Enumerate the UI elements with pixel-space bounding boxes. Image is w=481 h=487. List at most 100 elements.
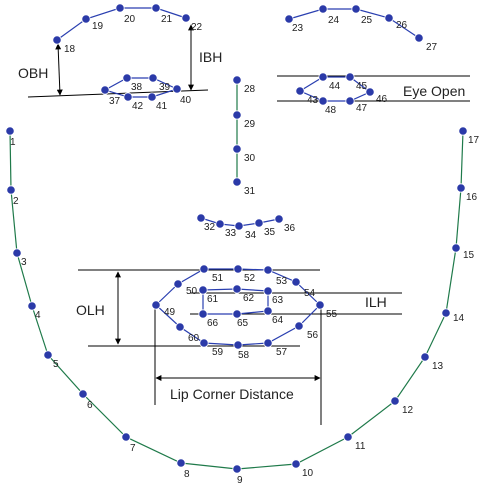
- landmark-label-55: 55: [326, 309, 338, 320]
- landmark-label-7: 7: [130, 443, 136, 454]
- landmark-label-21: 21: [161, 14, 173, 25]
- landmark-point-10: [291, 459, 301, 469]
- landmark-label-23: 23: [292, 23, 304, 34]
- landmark-label-47: 47: [356, 103, 368, 114]
- landmark-label-28: 28: [244, 84, 256, 95]
- landmark-label-32: 32: [204, 222, 216, 233]
- landmark-label-51: 51: [212, 273, 224, 284]
- landmark-point-17: [458, 126, 468, 136]
- landmark-label-38: 38: [131, 82, 143, 93]
- landmark-label-12: 12: [402, 405, 414, 416]
- landmark-label-52: 52: [244, 273, 256, 284]
- landmark-point-64: [263, 306, 273, 316]
- landmark-label-17: 17: [468, 135, 480, 146]
- landmark-point-21: [151, 3, 161, 13]
- measurement-lines: [27, 24, 470, 425]
- landmark-point-46: [365, 87, 375, 97]
- landmark-label-44: 44: [329, 81, 341, 92]
- landmark-point-56: [294, 321, 304, 331]
- landmark-point-57: [263, 338, 273, 348]
- landmark-label-22: 22: [191, 22, 203, 33]
- landmark-label-43: 43: [307, 95, 319, 106]
- landmark-point-22: [181, 13, 191, 23]
- landmark-point-11: [343, 432, 353, 442]
- landmark-point-1: [5, 126, 15, 136]
- landmark-label-19: 19: [92, 21, 104, 32]
- landmark-label-27: 27: [426, 42, 438, 53]
- landmark-point-30: [232, 144, 242, 154]
- landmark-point-25: [351, 4, 361, 14]
- landmark-point-20: [115, 3, 125, 13]
- landmark-label-41: 41: [156, 101, 168, 112]
- landmark-label-56: 56: [307, 330, 319, 341]
- landmark-point-54: [291, 277, 301, 287]
- ilh-label: ILH: [365, 294, 387, 310]
- landmark-label-9: 9: [237, 475, 243, 486]
- landmark-label-62: 62: [243, 293, 255, 304]
- landmark-label-11: 11: [355, 441, 366, 452]
- landmark-label-54: 54: [304, 288, 316, 299]
- landmark-point-32: [196, 213, 206, 223]
- landmark-point-66: [198, 309, 208, 319]
- landmark-point-8: [176, 458, 186, 468]
- measurement-labels: OBH IBH Eye Open OLH ILH Lip Corner Dist…: [18, 49, 465, 402]
- landmark-label-6: 6: [87, 400, 93, 411]
- landmark-label-29: 29: [244, 119, 256, 130]
- landmark-point-37: [100, 85, 110, 95]
- landmark-label-26: 26: [396, 20, 408, 31]
- landmark-point-40: [172, 84, 182, 94]
- landmark-label-30: 30: [244, 153, 256, 164]
- landmark-label-18: 18: [64, 44, 76, 55]
- landmark-label-5: 5: [53, 359, 59, 370]
- landmark-label-3: 3: [21, 257, 27, 268]
- landmark-point-14: [441, 308, 451, 318]
- landmark-label-8: 8: [184, 469, 190, 480]
- landmark-label-2: 2: [13, 196, 19, 207]
- ibh-label: IBH: [199, 49, 222, 65]
- landmark-point-7: [121, 432, 131, 442]
- landmark-point-65: [232, 309, 242, 319]
- landmark-point-48: [318, 96, 328, 106]
- landmark-point-51: [199, 264, 209, 274]
- landmark-point-4: [27, 301, 37, 311]
- landmark-point-3: [12, 248, 22, 258]
- landmark-point-63: [263, 286, 273, 296]
- landmark-label-39: 39: [159, 82, 171, 93]
- landmark-point-53: [263, 265, 273, 275]
- landmark-label-36: 36: [284, 223, 296, 234]
- landmark-label-48: 48: [325, 105, 337, 116]
- landmark-point-24: [318, 4, 328, 14]
- landmark-point-6: [78, 389, 88, 399]
- landmark-point-36: [274, 214, 284, 224]
- landmark-point-33: [215, 219, 225, 229]
- landmark-point-58: [233, 340, 243, 350]
- landmark-label-33: 33: [225, 228, 237, 239]
- landmark-point-9: [232, 464, 242, 474]
- landmark-label-42: 42: [132, 101, 144, 112]
- landmark-point-44: [318, 72, 328, 82]
- landmark-label-50: 50: [186, 286, 198, 297]
- landmark-point-5: [43, 350, 53, 360]
- landmark-point-38: [122, 73, 132, 83]
- landmark-point-62: [232, 284, 242, 294]
- landmark-point-59: [199, 338, 209, 348]
- landmark-label-20: 20: [124, 14, 136, 25]
- landmark-point-45: [345, 72, 355, 82]
- landmark-point-18: [52, 35, 62, 45]
- landmark-label-66: 66: [207, 318, 219, 329]
- landmark-label-63: 63: [272, 295, 284, 306]
- obh-arrow: [55, 43, 63, 96]
- landmark-label-35: 35: [264, 227, 276, 238]
- landmark-label-25: 25: [361, 15, 373, 26]
- eye-open-label: Eye Open: [403, 83, 465, 99]
- landmark-point-15: [451, 243, 461, 253]
- landmark-point-26: [384, 13, 394, 23]
- landmark-point-39: [148, 73, 158, 83]
- landmark-label-60: 60: [188, 333, 200, 344]
- landmark-point-49: [151, 300, 161, 310]
- landmark-label-45: 45: [356, 81, 368, 92]
- landmark-point-12: [390, 396, 400, 406]
- landmark-label-65: 65: [237, 318, 249, 329]
- obh-label: OBH: [18, 65, 48, 81]
- landmark-point-55: [315, 300, 325, 310]
